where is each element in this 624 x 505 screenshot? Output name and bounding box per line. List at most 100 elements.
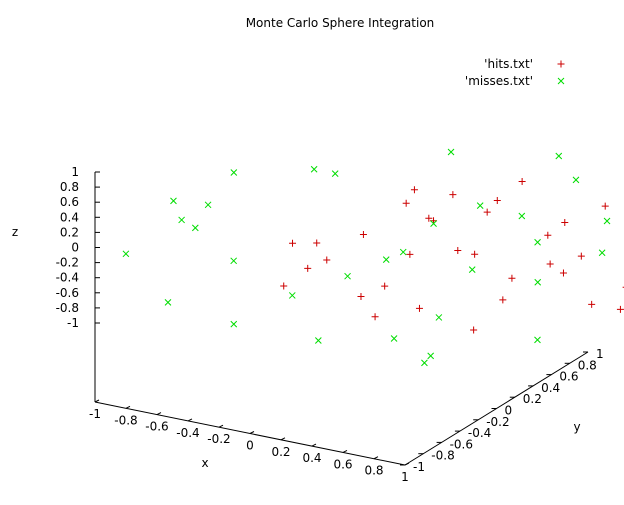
data-points [122,148,624,367]
x-tick-mark [218,424,224,428]
hit-point [546,260,554,268]
z-tick-label: 0.2 [60,225,79,239]
miss-point [310,165,318,173]
z-tick-label: 0.8 [60,180,79,194]
hit-point [425,214,433,222]
miss-point [170,197,177,205]
hit-point [454,246,462,254]
x-tick-mark [311,443,317,447]
miss-point [534,238,541,246]
hit-point [381,282,389,290]
z-tick-label: -0.8 [56,301,79,315]
chart-title: Monte Carlo Sphere Integration [246,16,435,30]
miss-point [230,257,238,265]
y-tick-label: 0.2 [523,392,542,406]
z-tick-label: 1 [71,165,79,179]
x-tick-label: 0.2 [271,445,290,459]
x-tick-label: 0.4 [302,451,321,465]
x-tick-mark [187,418,193,422]
y-tick-label: -0.8 [431,449,454,463]
legend-marker-misses [557,77,565,85]
miss-point [399,248,407,256]
miss-point [534,278,542,286]
miss-point [534,336,541,344]
x-tick-mark [156,412,162,416]
tick-labels: -1 -0.8 -0.6 -0.4 -0.2 0 0.2 0.4 0.6 0.8 1-1-0.8-0… [56,165,604,484]
hit-point [313,239,321,247]
hit-point [493,197,501,205]
legend-marker-hits-symbol [557,60,565,68]
legend-label-misses: 'misses.txt' [465,74,533,88]
legend-marker-misses-symbol [557,77,565,85]
hit-point [577,252,585,260]
miss-point [468,266,476,273]
x-tick-mark [373,456,379,460]
axes [94,172,589,466]
legend: 'hits.txt' 'misses.txt' [465,57,565,88]
miss-point [191,224,199,232]
y-tick-label: 0 [505,404,513,418]
x-tick-mark [280,437,286,441]
y-tick-label: -0.6 [450,437,473,451]
hit-point [588,300,596,308]
hit-point [561,219,569,227]
hit-point [357,293,365,301]
hit-point [406,250,414,258]
x-tick-label: -1 [89,407,101,421]
miss-point [555,152,563,160]
x-tick-label: 1 [401,470,409,484]
miss-point [344,272,351,280]
y-tick-label: -1 [413,460,425,474]
z-tick-label: 0 [71,241,79,255]
hit-point [483,208,491,216]
miss-point [518,212,526,220]
x-axis-label: x [201,456,208,470]
hit-point [559,269,567,277]
miss-point [427,352,435,360]
z-axis-label: z [12,225,18,239]
miss-point [314,337,322,344]
hit-point [499,296,507,304]
miss-point [230,169,238,176]
miss-point [435,314,443,321]
miss-point [230,320,238,328]
miss-point [204,201,212,209]
y-axis-label: y [573,420,580,434]
x-tick-label: 0.6 [333,457,352,471]
miss-point [390,335,398,342]
x-tick-mark [342,449,348,453]
x-tick-mark [125,405,131,409]
x-tick-label: 0.8 [364,464,383,478]
hit-point [323,256,331,264]
miss-point [572,176,580,184]
x-tick-label: -0.8 [114,413,137,427]
hit-point [508,274,516,282]
y-tick-label: 0.4 [541,381,560,395]
hit-point [304,264,312,272]
x-tick-label: 0 [246,439,254,453]
x-tick-mark [404,462,410,466]
miss-point [382,256,390,263]
z-tick-label: -0.4 [56,271,79,285]
x-tick-label: -0.4 [176,426,199,440]
x-tick-label: -0.6 [145,420,168,434]
miss-point [164,299,172,306]
miss-point [476,202,484,209]
y-tick-label: -0.2 [486,415,509,429]
miss-point [598,249,606,257]
miss-point [122,250,130,258]
miss-point [421,359,428,367]
hit-point [518,178,526,186]
y-tick-label: 1 [596,347,604,361]
hit-point [470,326,478,334]
hit-point [415,304,423,312]
hit-point [289,239,297,247]
z-tick-label: -1 [67,316,79,330]
hit-point [359,230,367,238]
x-tick-mark [94,399,100,403]
hit-point [616,305,624,313]
miss-point [430,220,437,227]
z-tick-label: -0.6 [56,286,79,300]
y-tick-label: 0.8 [578,358,597,372]
y-tick-label: 0.6 [559,370,578,384]
